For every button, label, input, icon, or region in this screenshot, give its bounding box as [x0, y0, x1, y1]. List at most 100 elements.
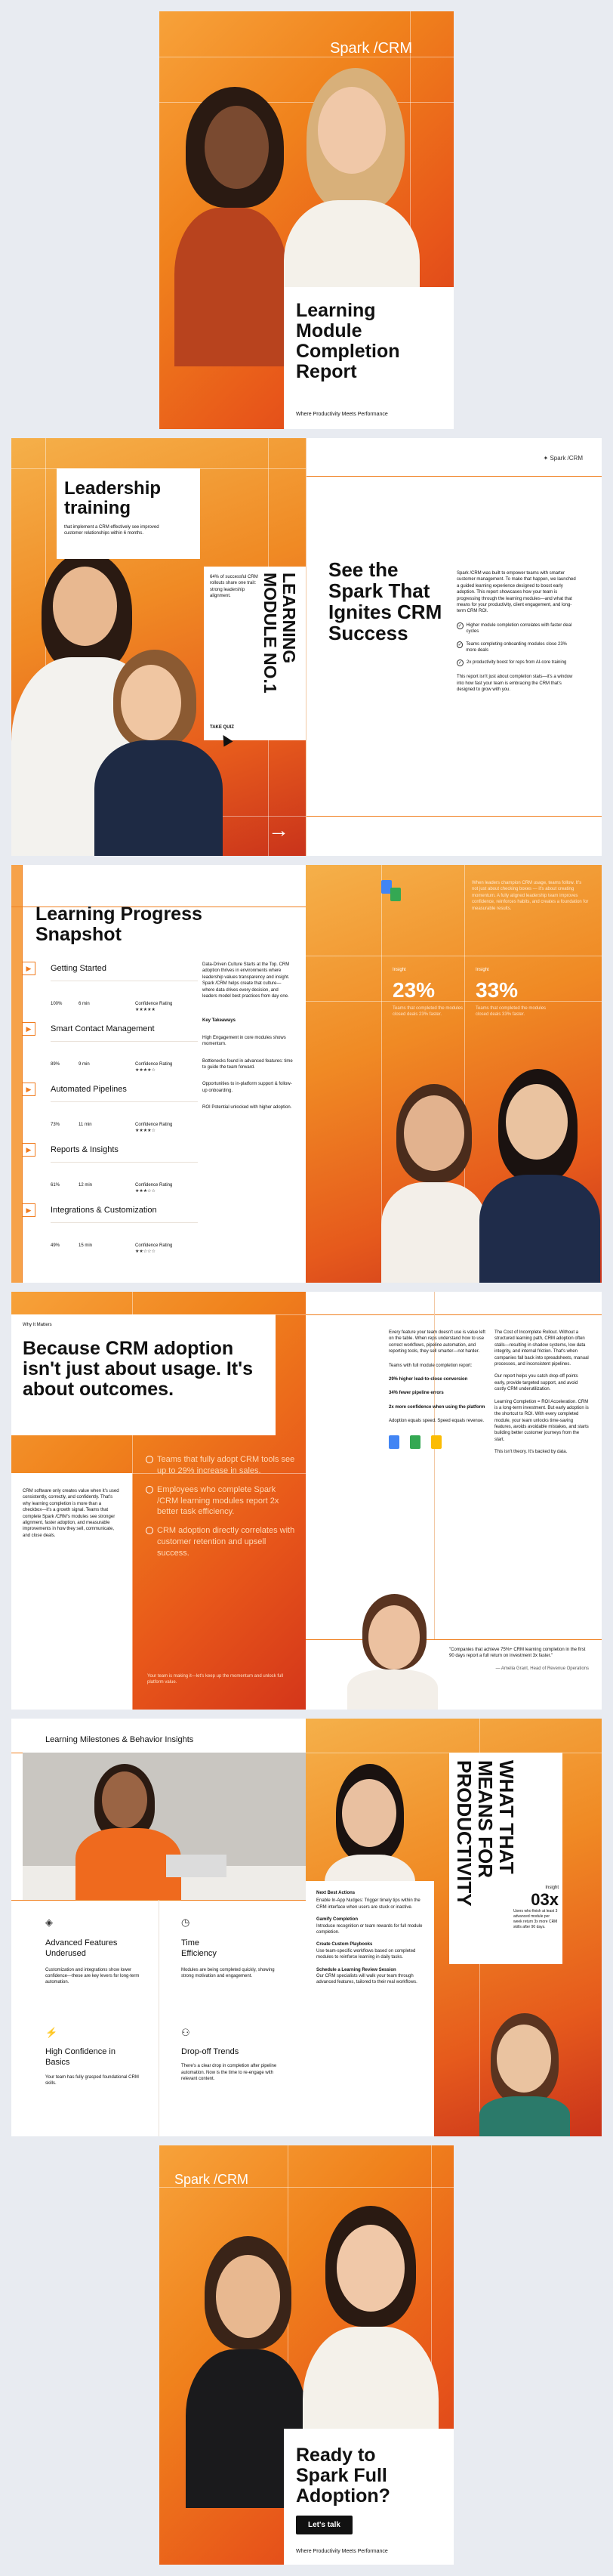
- module-row[interactable]: ▶ Reports & Insights 61% 12 min Confiden…: [22, 1143, 203, 1203]
- cover-title: Learning Module Completion Report: [296, 300, 400, 382]
- quote-block: "Companies that achieve 75%+ CRM learnin…: [449, 1647, 589, 1672]
- culture-text: Data-Driven Culture Starts at the Top. C…: [202, 962, 290, 999]
- module-stat-text: 64% of successful CRM rollouts share one…: [210, 575, 258, 599]
- why-title: Because CRM adoption isn't just about us…: [23, 1338, 253, 1401]
- play-icon: ▶: [22, 1022, 35, 1036]
- mid-text: Every feature your team doesn't use is v…: [389, 1330, 485, 1354]
- module-name: Getting Started: [51, 964, 106, 973]
- feature-text: There's a clear drop in completion after…: [181, 2064, 277, 2082]
- cover-tagline: Where Productivity Meets Performance: [296, 412, 388, 418]
- why-right-column: The Cost of Incomplete Rollout. Without …: [494, 1330, 589, 1456]
- why-text-card: CRM software only creates value when it'…: [11, 1473, 132, 1710]
- cover-photo-woman-left: [167, 64, 288, 366]
- action-text: Introduce recognition or team rewards fo…: [316, 1923, 423, 1935]
- action-title: Create Custom Playbooks: [316, 1942, 373, 1947]
- lets-talk-button[interactable]: Let's talk: [296, 2516, 353, 2534]
- star-rating: ★★★★☆: [135, 1068, 156, 1073]
- bolt-icon: ⚡: [45, 2027, 58, 2038]
- metric-4: Adoption equals speed. Speed equals reve…: [389, 1419, 485, 1424]
- module-row[interactable]: ▶ Automated Pipelines 73% 11 min Confide…: [22, 1083, 203, 1143]
- quote-author: — Amelia Grant, Head of Revenue Operatio…: [495, 1666, 589, 1671]
- metric-3: 2x more confidence when using the platfo…: [389, 1404, 485, 1410]
- module-pct: 89%: [51, 1062, 60, 1067]
- actions-card: Next Best Actions Enable In-App Nudges: …: [306, 1881, 434, 2136]
- google-slides-icon: [431, 1435, 442, 1449]
- module-row[interactable]: ▶ Smart Contact Management 89% 9 min Con…: [22, 1022, 203, 1083]
- ready-tagline: Where Productivity Meets Performance: [296, 2549, 388, 2555]
- why-right-panel: Every feature your team doesn't use is v…: [306, 1292, 602, 1710]
- progress-title: Learning Progress Snapshot: [35, 903, 202, 945]
- bullet-item: CRM adoption directly correlates with cu…: [146, 1525, 297, 1559]
- leadership-title: Leadership training: [64, 478, 162, 518]
- spark-icon: ✦: [543, 455, 550, 462]
- action-title: Gamify Completion: [316, 1917, 359, 1923]
- check-circle-icon: ✓: [457, 659, 464, 667]
- module-name: Reports & Insights: [51, 1145, 119, 1154]
- next-actions-title: Next Best Actions: [316, 1891, 356, 1895]
- why-footnote: Your team is making it—let's keep up the…: [147, 1674, 284, 1685]
- why-kicker: Why It Matters: [23, 1323, 52, 1327]
- layers-icon: ◈: [45, 1917, 53, 1928]
- feature-text: Modules are being completed quickly, sho…: [181, 1967, 275, 1978]
- photo-woman-navy-blazer: [476, 1061, 602, 1283]
- module-name: Integrations & Customization: [51, 1206, 157, 1215]
- cover-page: Spark /CRM Learning Module Completion Re…: [159, 11, 454, 429]
- module-row[interactable]: ▶ Integrations & Customization 49% 15 mi…: [22, 1203, 203, 1264]
- rating-label: Confidence Rating: [135, 1243, 173, 1248]
- action-text: Our CRM specialists will walk your team …: [316, 1973, 417, 1985]
- ready-title: Ready to Spark Full Adoption?: [296, 2445, 390, 2507]
- closing-text: This report isn't just about completion …: [457, 675, 573, 693]
- why-left-panel: Why It Matters Because CRM adoption isn'…: [11, 1292, 306, 1710]
- brand-logo: Spark /CRM: [330, 40, 412, 57]
- module-time: 12 min: [79, 1183, 93, 1188]
- module-time: 11 min: [79, 1123, 92, 1127]
- progress-right-panel: When leaders champion CRM usage, teams f…: [306, 865, 602, 1283]
- leadership-left-panel: Leadership training that implement a CRM…: [11, 438, 306, 856]
- quote-text: "Companies that achieve 75%+ CRM learnin…: [449, 1648, 586, 1659]
- rating-label: Confidence Rating: [135, 1002, 173, 1006]
- stat-value: 23%: [393, 978, 436, 1002]
- take-quiz-link[interactable]: TAKE QUIZ: [210, 725, 234, 730]
- module-card: 64% of successful CRM rollouts share one…: [204, 567, 306, 747]
- milestones-left-panel: Learning Milestones & Behavior Insights …: [11, 1719, 306, 2136]
- why-it-matters-page: Why It Matters Because CRM adoption isn'…: [11, 1292, 602, 1710]
- action-text: Use team-specific workflows based on com…: [316, 1948, 416, 1960]
- module-row[interactable]: ▶ Getting Started 100% 6 min Confidence …: [22, 962, 203, 1022]
- star-rating: ★★☆☆☆: [135, 1249, 156, 1254]
- grid-line: [410, 11, 411, 429]
- next-arrow-icon[interactable]: →: [268, 818, 289, 842]
- leadership-page: Leadership training that implement a CRM…: [11, 438, 602, 856]
- action-title: Schedule a Learning Review Session: [316, 1967, 396, 1972]
- modules-list: ▶ Getting Started 100% 6 min Confidence …: [22, 962, 203, 1264]
- milestones-page: Learning Milestones & Behavior Insights …: [11, 1719, 602, 2136]
- circle-icon: [146, 1527, 153, 1535]
- feature-title: High Confidence in Basics: [45, 2047, 116, 2068]
- check-item: ✓ 2x productivity boost for reps from AI-…: [457, 659, 567, 667]
- play-icon: ▶: [22, 962, 35, 975]
- leadership-intro: that implement a CRM effectively see imp…: [64, 524, 159, 536]
- metric-2: 34% fewer pipeline errors: [389, 1391, 444, 1396]
- why-bullets: Teams that fully adopt CRM tools see up …: [146, 1454, 297, 1567]
- rating-label: Confidence Rating: [135, 1123, 173, 1127]
- takeaway-text: ROI Potential unlocked with higher adopt…: [202, 1105, 292, 1110]
- stat-text: Teams that completed the modules closed …: [393, 1005, 464, 1018]
- check-circle-icon: ✓: [457, 622, 464, 629]
- photo-woman-quote: [343, 1594, 442, 1710]
- milestones-header: Learning Milestones & Behavior Insights: [45, 1735, 194, 1744]
- insight-stat-1: Insight 23% Teams that completed the mod…: [393, 967, 464, 1018]
- productivity-card: WHAT THAT MEANS FOR PRODUCTIVITY Insight…: [449, 1753, 562, 1964]
- leadership-body: Spark /CRM was built to empower teams wi…: [457, 570, 578, 693]
- insight-value: 03x: [531, 1890, 559, 1910]
- feature-title: Drop-off Trends: [181, 2047, 239, 2056]
- module-pct: 61%: [51, 1183, 60, 1188]
- module-pct: 49%: [51, 1243, 60, 1248]
- progress-left-panel: Learning Progress Snapshot ▶ Getting Sta…: [11, 865, 306, 1283]
- rating-label: Confidence Rating: [135, 1062, 173, 1067]
- google-docs-icon: [389, 1435, 399, 1449]
- ready-page: Spark /CRM Ready to Spark Full Adoption?…: [159, 2145, 454, 2565]
- ready-card: Ready to Spark Full Adoption? Let's talk…: [284, 2429, 454, 2565]
- stat-label: Insight: [476, 968, 489, 972]
- brand-small: ✦ Spark /CRM: [543, 455, 584, 462]
- photo-woman-smiling: [377, 1076, 491, 1283]
- play-icon: ▶: [22, 1083, 35, 1096]
